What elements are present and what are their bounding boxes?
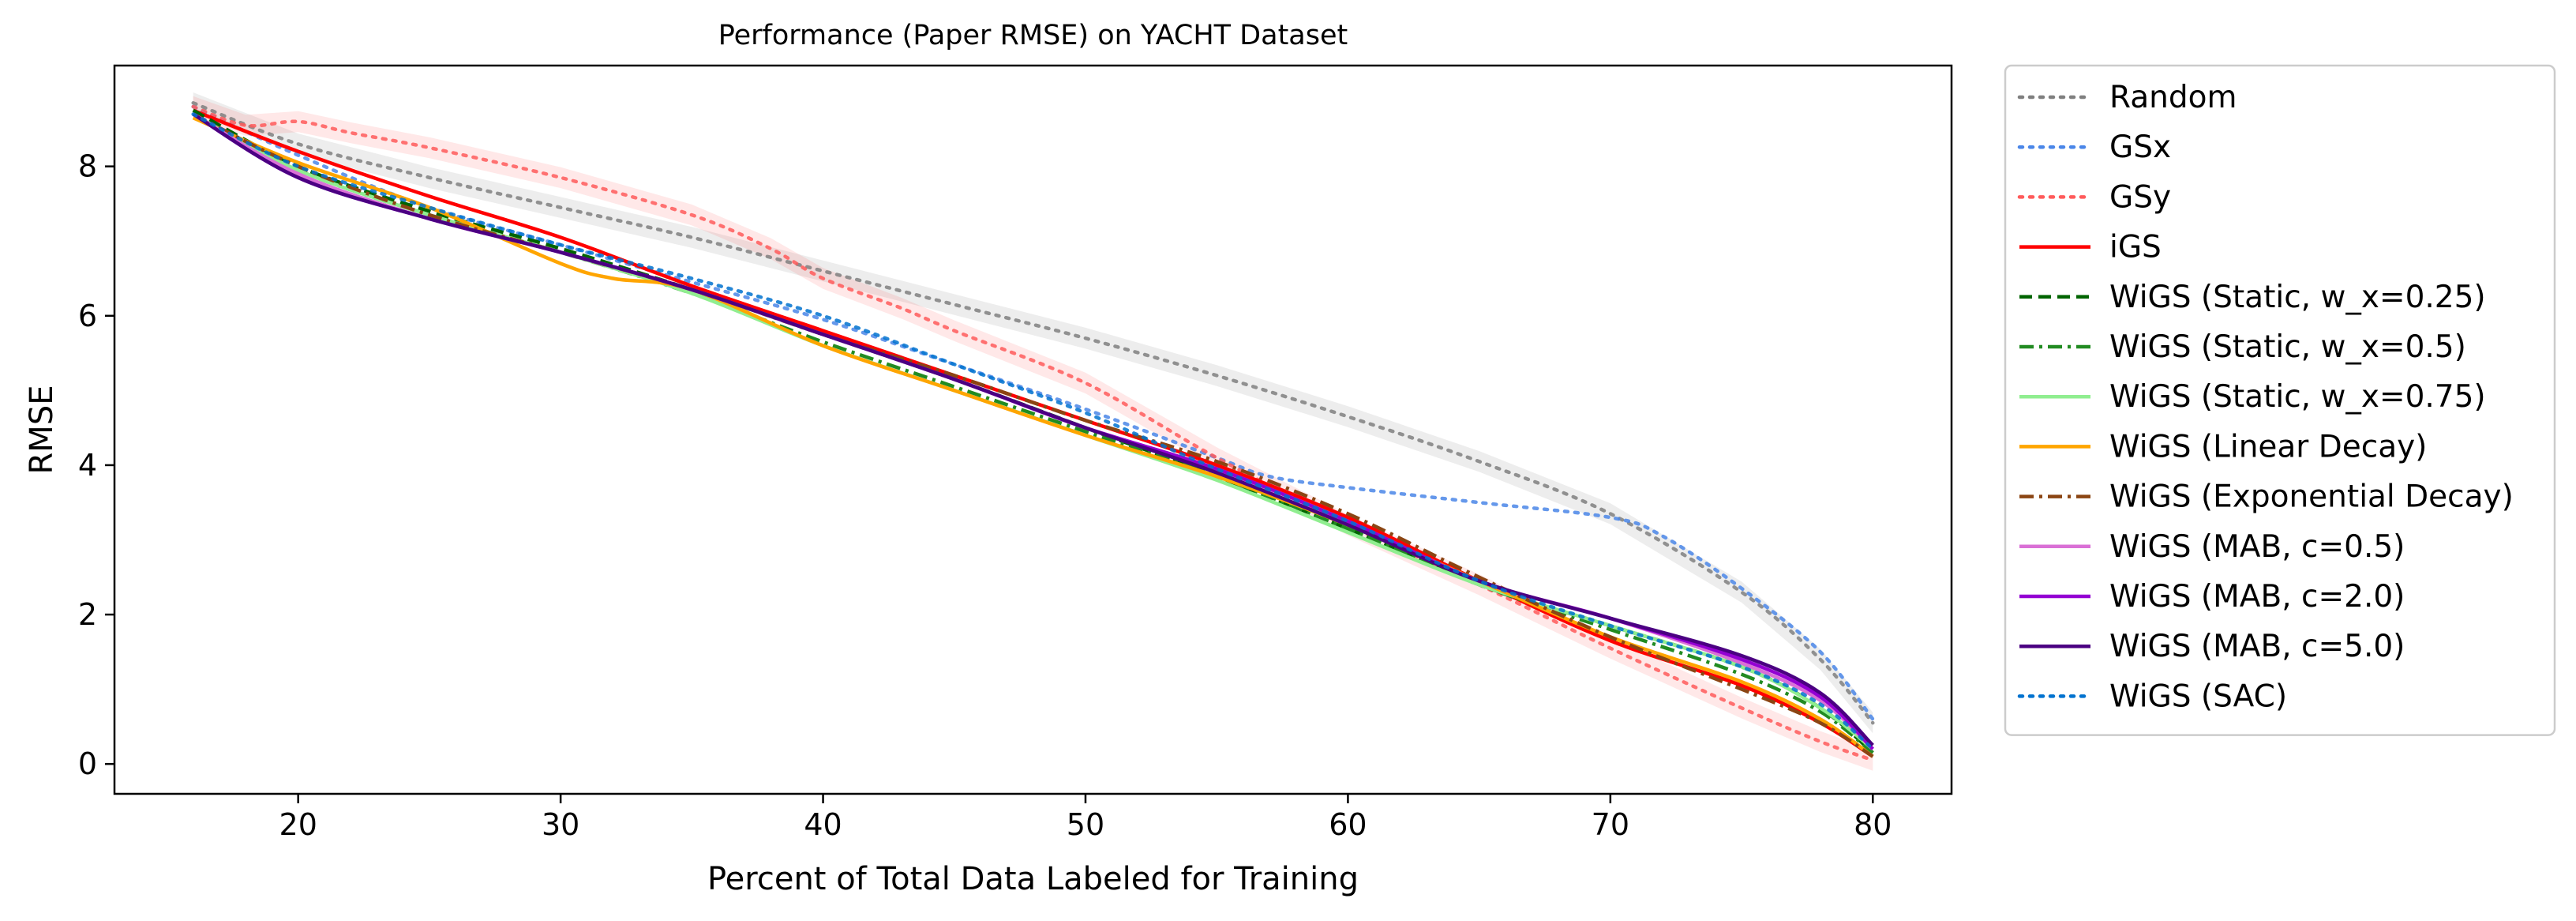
x-axis: 20 30 40 50 60 70 80 — [279, 794, 1892, 842]
y-tick-label: 4 — [78, 448, 97, 483]
y-axis-label: RMSE — [24, 385, 60, 475]
y-tick-label: 6 — [78, 299, 97, 333]
x-tick-label: 20 — [279, 807, 317, 842]
series-lines — [191, 101, 1875, 762]
series-line-gsy — [191, 104, 1875, 762]
x-tick-label: 80 — [1854, 807, 1892, 842]
plot-area — [113, 64, 1953, 795]
legend-label-wigs-exponential-decay: WiGS (Exponential Decay) — [2109, 479, 2514, 515]
x-tick-label: 30 — [542, 807, 579, 842]
y-tick-label: 2 — [78, 597, 97, 632]
legend-label-igs: iGS — [2109, 230, 2162, 265]
series-line-wigs-exponential-decay — [192, 112, 1874, 758]
series-line-wigs-sac — [191, 112, 1875, 751]
band-gsy — [193, 96, 1873, 771]
x-tick-label: 50 — [1067, 807, 1104, 842]
chart-title: Performance (Paper RMSE) on YACHT Datase… — [718, 20, 1348, 51]
x-tick-label: 70 — [1592, 807, 1629, 842]
legend-label-wigs-static-w-x-0-25: WiGS (Static, w_x=0.25) — [2109, 280, 2486, 315]
legend-label-random: Random — [2109, 80, 2237, 115]
legend-label-wigs-static-w-x-0-75: WiGS (Static, w_x=0.75) — [2109, 379, 2486, 415]
legend-label-wigs-mab-c-2-0: WiGS (MAB, c=2.0) — [2109, 579, 2405, 615]
legend-label-gsy: GSy — [2109, 179, 2171, 215]
legend-label-wigs-static-w-x-0-5: WiGS (Static, w_x=0.5) — [2109, 329, 2466, 365]
legend-frame — [2004, 64, 2556, 736]
x-axis-label: Percent of Total Data Labeled for Traini… — [707, 861, 1359, 897]
x-tick-label: 40 — [804, 807, 842, 842]
y-axis: 0 2 4 6 8 — [78, 149, 114, 781]
legend-label-wigs-linear-decay: WiGS (Linear Decay) — [2109, 429, 2427, 464]
series-line-wigs-mab-c-5-0 — [192, 112, 1874, 747]
legend: Random GSx GSy iGS WiGS (Static, w_x=0.25) Wi… — [2004, 64, 2556, 736]
band-random — [193, 92, 1873, 734]
series-line-random — [191, 101, 1875, 725]
legend-label-gsx: GSx — [2109, 130, 2171, 165]
confidence-bands — [193, 92, 1873, 771]
y-tick-label: 0 — [78, 746, 97, 781]
legend-label-wigs-mab-c-5-0: WiGS (MAB, c=5.0) — [2109, 629, 2405, 664]
y-tick-label: 8 — [78, 149, 97, 184]
legend-label-wigs-mab-c-0-5: WiGS (MAB, c=0.5) — [2109, 529, 2405, 565]
legend-label-wigs-sac: WiGS (SAC) — [2109, 679, 2287, 714]
series-line-igs — [192, 108, 1874, 758]
x-tick-label: 60 — [1329, 807, 1367, 842]
